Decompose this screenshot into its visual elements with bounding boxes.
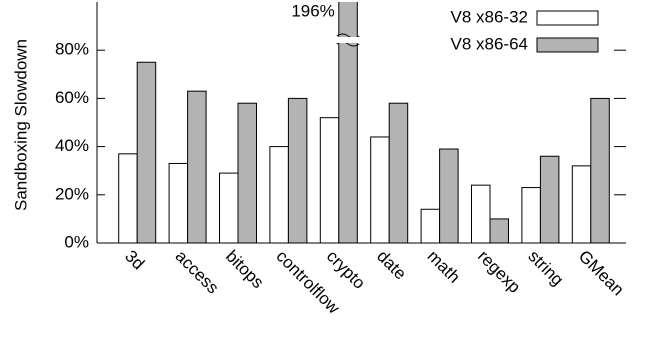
- legend-swatch: [536, 10, 599, 26]
- y-tick-label: 80%: [55, 40, 89, 59]
- x-tick-label: string: [524, 247, 567, 290]
- x-tick-label: access: [172, 247, 223, 298]
- x-tick-label: date: [373, 247, 410, 284]
- bar: [237, 102, 257, 244]
- x-tick-label: 3d: [121, 247, 148, 274]
- bar: [539, 155, 560, 244]
- y-tick-label: 0%: [64, 232, 89, 251]
- x-tick-label: GMean: [575, 247, 628, 300]
- bar: [420, 208, 441, 244]
- y-axis-label: Sandboxing Slowdown: [11, 39, 30, 211]
- x-tick-label: bitops: [222, 247, 268, 293]
- bar: [187, 90, 207, 244]
- legend-label: V8 x86-32: [451, 7, 529, 26]
- bar: [287, 97, 308, 244]
- x-tick-label: crypto: [323, 247, 369, 293]
- bar: [269, 146, 289, 244]
- bar: [571, 165, 592, 244]
- y-tick-label: 60%: [55, 88, 89, 107]
- bar: [471, 184, 491, 244]
- bar: [136, 61, 157, 244]
- bar: [219, 172, 239, 244]
- plot-area: [118, 2, 610, 244]
- legend-swatch: [536, 37, 599, 53]
- legend-label: V8 x86-64: [451, 34, 529, 53]
- value-label: 196%: [291, 1, 334, 20]
- axis-break-gap: [335, 37, 361, 43]
- bar: [521, 187, 541, 244]
- bar: [439, 148, 459, 244]
- bar: [388, 102, 409, 244]
- bar: [168, 162, 189, 244]
- y-tick-label: 40%: [55, 136, 89, 155]
- bar: [489, 218, 509, 244]
- bar: [370, 136, 390, 244]
- y-tick-label: 20%: [55, 184, 89, 203]
- bar: [590, 97, 610, 244]
- x-tick-label: regexp: [474, 247, 524, 297]
- bar: [319, 117, 340, 244]
- bar: [118, 153, 138, 244]
- x-tick-label: math: [424, 247, 464, 287]
